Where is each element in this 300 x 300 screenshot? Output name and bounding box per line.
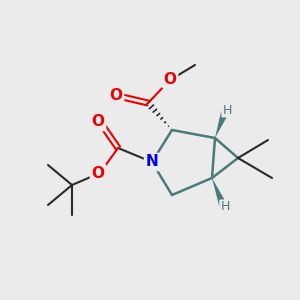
Text: H: H [220, 200, 230, 214]
Text: O: O [92, 115, 104, 130]
Text: O: O [92, 166, 104, 181]
Text: H: H [222, 103, 232, 116]
Text: O: O [110, 88, 122, 104]
Polygon shape [212, 178, 227, 206]
Polygon shape [215, 111, 229, 138]
Text: N: N [146, 154, 158, 169]
Text: O: O [164, 71, 176, 86]
